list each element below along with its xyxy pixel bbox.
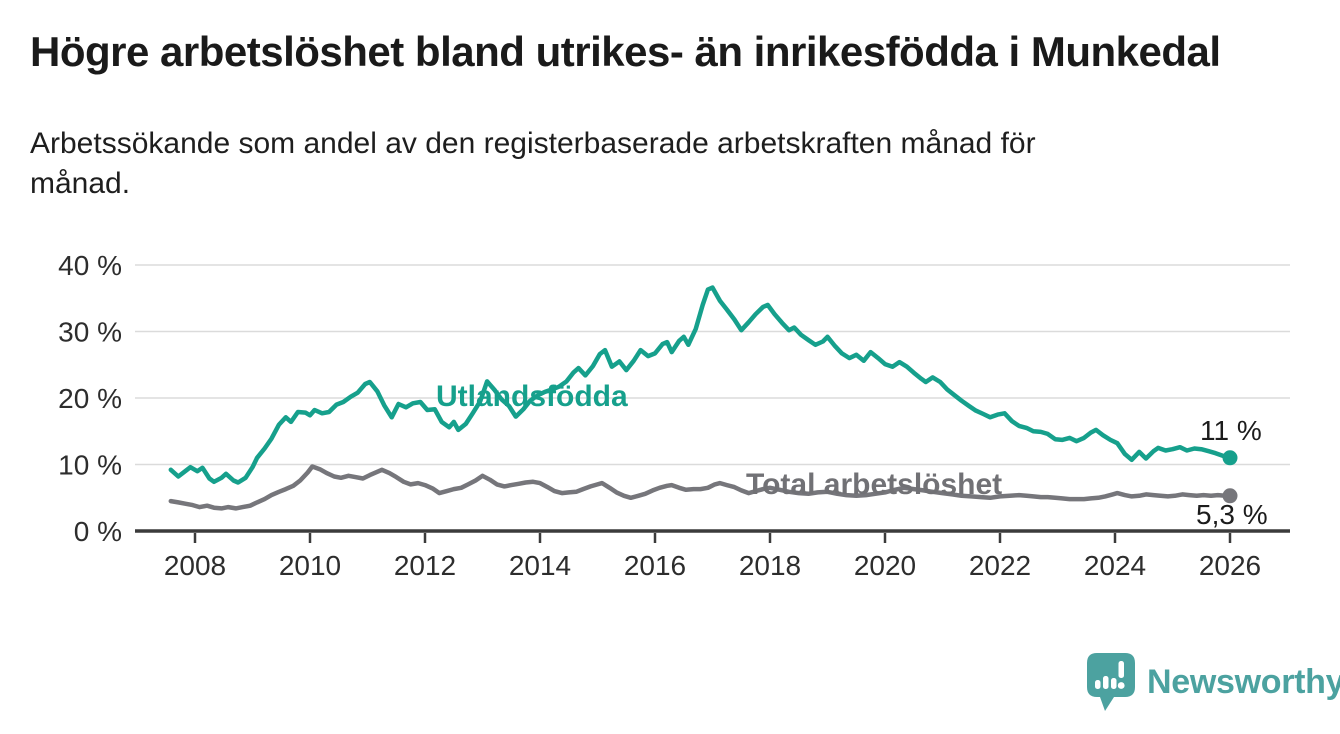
svg-text:2022: 2022	[969, 550, 1031, 581]
svg-text:2026: 2026	[1199, 550, 1261, 581]
chart-canvas: 0 % 10 % 20 % 30 % 40 % 2008 2010 2012 2014 2016 2…	[58, 250, 1290, 581]
series-label-utlandsfodda: Utlandsfödda	[436, 380, 628, 413]
svg-text:40 %: 40 %	[58, 250, 122, 281]
svg-text:2024: 2024	[1084, 550, 1146, 581]
svg-text:2014: 2014	[509, 550, 571, 581]
svg-text:2008: 2008	[164, 550, 226, 581]
series-label-total-arbetsloshet: Total arbetslöshet	[746, 468, 1003, 501]
newsworthy-speech-bubble-bar-chart-icon	[1087, 653, 1135, 711]
end-value-label-total-arbetsloshet: 5,3 %	[1196, 499, 1268, 530]
svg-text:0 %: 0 %	[74, 516, 122, 547]
svg-text:20 %: 20 %	[58, 383, 122, 414]
chart-subtitle: Arbetssökande som andel av den registerb…	[30, 127, 1036, 200]
svg-text:10 %: 10 %	[58, 450, 122, 481]
svg-text:2020: 2020	[854, 550, 916, 581]
svg-text:2010: 2010	[279, 550, 341, 581]
end-value-label-utlandsfodda: 11 %	[1200, 415, 1262, 446]
svg-text:2012: 2012	[394, 550, 456, 581]
line-chart: 0 % 10 % 20 % 30 % 40 % 2008 2010 2012 2014 2016 2…	[0, 240, 1340, 610]
svg-text:30 %: 30 %	[58, 317, 122, 348]
chart-title: Högre arbetslöshet bland utrikes- än inr…	[30, 28, 1221, 75]
newsworthy-logo: Newsworthy	[1085, 652, 1340, 712]
newsworthy-logo-text: Newsworthy	[1147, 662, 1340, 701]
svg-text:2016: 2016	[624, 550, 686, 581]
svg-text:2018: 2018	[739, 550, 801, 581]
